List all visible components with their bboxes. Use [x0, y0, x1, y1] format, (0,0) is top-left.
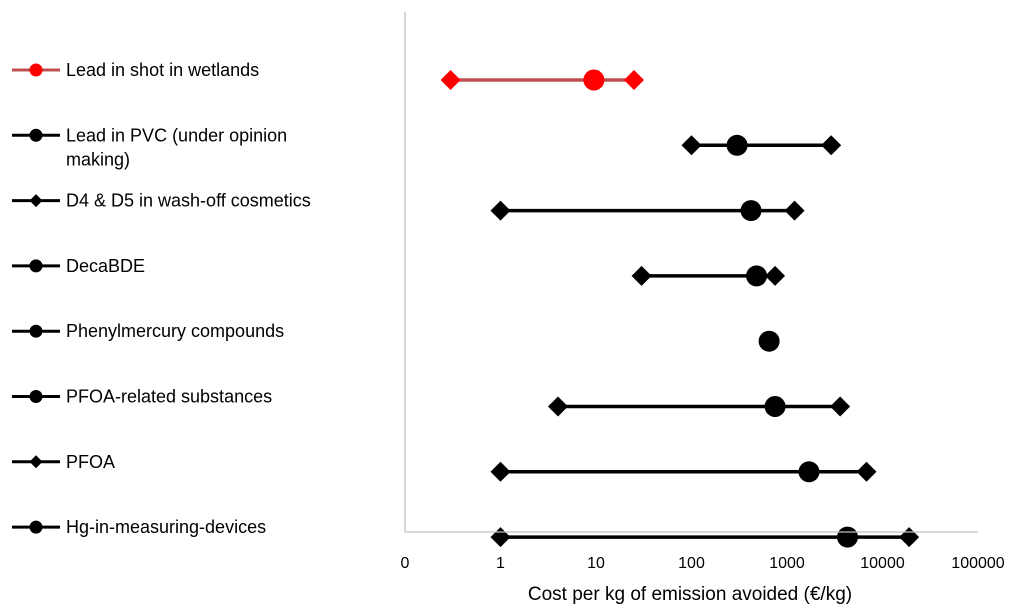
legend-entry: D4 & D5 in wash-off cosmetics: [12, 191, 311, 211]
x-tick-label: 10000: [860, 555, 905, 572]
max-marker: [821, 135, 842, 156]
central-marker: [726, 134, 748, 156]
max-marker: [624, 70, 645, 90]
legend-diamond-marker: [29, 455, 43, 469]
legend-label: Hg-in-measuring-devices: [66, 517, 266, 537]
legend-circle-marker: [29, 390, 43, 403]
x-axis: 0 1 10 100 1000 10000 100000: [401, 12, 1005, 572]
min-marker: [440, 70, 461, 90]
central-marker: [836, 526, 858, 548]
plot-area: [440, 69, 920, 548]
series-5: [758, 330, 780, 352]
legend: Lead in shot in wetlands Lead in PVC (und…: [12, 60, 311, 537]
max-marker: [765, 265, 786, 286]
legend-circle-marker: [29, 128, 43, 142]
min-marker: [547, 396, 568, 417]
x-axis-title: Cost per kg of emission avoided (€/kg): [528, 584, 852, 605]
legend-label: PFOA: [66, 452, 115, 472]
min-marker: [681, 135, 702, 156]
legend-label: Lead in shot in wetlands: [66, 60, 259, 80]
x-tick-label: 100000: [951, 555, 1004, 572]
x-tick-label: 10: [587, 555, 605, 572]
legend-circle-marker: [29, 259, 43, 273]
series-8: [490, 526, 920, 548]
series-2: [681, 134, 842, 156]
x-tick-label: 1: [496, 555, 505, 572]
central-marker: [740, 200, 762, 222]
max-marker: [784, 200, 805, 221]
legend-entry: Lead in PVC (under opinion making): [12, 125, 287, 169]
x-tick-label: 100: [678, 555, 705, 572]
min-marker: [490, 527, 511, 548]
max-marker: [830, 396, 851, 417]
legend-entry: Hg-in-measuring-devices: [12, 517, 266, 537]
legend-entry: PFOA: [12, 452, 115, 472]
series-1: [440, 69, 645, 91]
central-marker: [746, 265, 768, 287]
central-marker: [758, 330, 780, 352]
legend-diamond-marker: [29, 194, 43, 208]
max-marker: [899, 527, 920, 548]
central-marker: [764, 396, 786, 417]
legend-label: DecaBDE: [66, 256, 145, 276]
series-7: [490, 461, 877, 483]
min-marker: [490, 461, 511, 482]
legend-entry: PFOA-related substances: [12, 387, 272, 407]
series-3: [490, 200, 805, 222]
series-6: [547, 396, 851, 417]
central-marker: [583, 69, 605, 91]
max-marker: [856, 461, 877, 482]
min-marker: [631, 265, 652, 286]
legend-label: Phenylmercury compounds: [66, 321, 284, 341]
legend-entry: Phenylmercury compounds: [12, 321, 284, 341]
series-4: [631, 265, 786, 287]
legend-label: D4 & D5 in wash-off cosmetics: [66, 191, 311, 211]
x-tick-label: 1000: [769, 555, 805, 572]
min-marker: [490, 200, 511, 221]
legend-label: Lead in PVC (under opinion making): [66, 125, 287, 169]
x-tick-label: 0: [401, 555, 410, 572]
legend-label: PFOA-related substances: [66, 387, 272, 407]
legend-entry: Lead in shot in wetlands: [12, 60, 259, 80]
legend-circle-marker: [29, 324, 43, 338]
legend-circle-marker: [29, 520, 43, 534]
legend-circle-marker: [29, 63, 43, 77]
legend-entry: DecaBDE: [12, 256, 145, 276]
central-marker: [798, 461, 820, 483]
